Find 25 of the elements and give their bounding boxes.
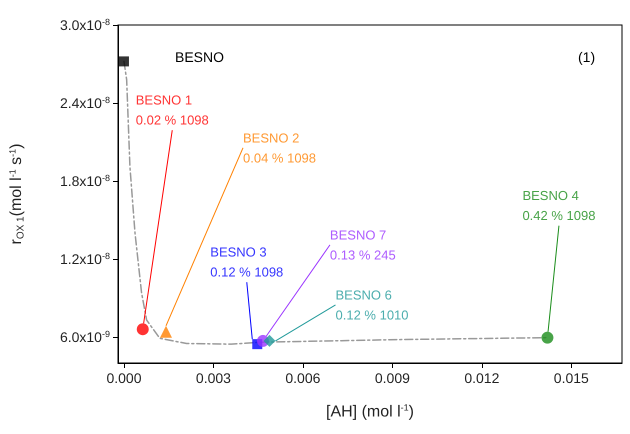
y-tick-label: 2.4x10$^{-8}$	[60, 95, 110, 111]
text: BESNO 6 0.12 % 1010	[336, 287, 409, 322]
point	[160, 326, 172, 338]
point	[118, 56, 129, 66]
x-tick-label: 0.000	[106, 370, 142, 386]
y-axis-title: rOX 1(mol l-1 s-1)	[8, 144, 26, 244]
y-tick-label: 1.2x10$^{-8}$	[60, 251, 110, 267]
annotation: (1)	[578, 49, 596, 65]
x-tick-label: 0.015	[554, 370, 590, 386]
text: BESNO 7 0.13 % 245	[330, 227, 396, 262]
y-tick-label: 1.8x10$^{-8}$	[60, 173, 110, 189]
annotation: BESNO	[175, 49, 224, 65]
x-tick-label: 0.003	[196, 370, 232, 386]
y-tick-label: 6.0x10$^{-9}$	[60, 329, 110, 345]
point	[541, 332, 554, 344]
text: BESNO 1 0.02 % 1098	[136, 92, 209, 128]
x-tick-label: 0.012	[464, 370, 500, 386]
text: BESNO 2 0.04 % 1098	[243, 130, 316, 166]
point	[264, 334, 276, 347]
text: BESNO 3 0.12 % 1098	[210, 244, 284, 280]
y-tick-label: 3.0x10$^{-8}$	[60, 17, 110, 33]
x-tick-label: 0.006	[285, 370, 321, 386]
x-tick-label: 0.009	[374, 370, 410, 386]
point	[136, 323, 149, 336]
text: BESNO 4 0.42 % 1098	[522, 188, 596, 224]
